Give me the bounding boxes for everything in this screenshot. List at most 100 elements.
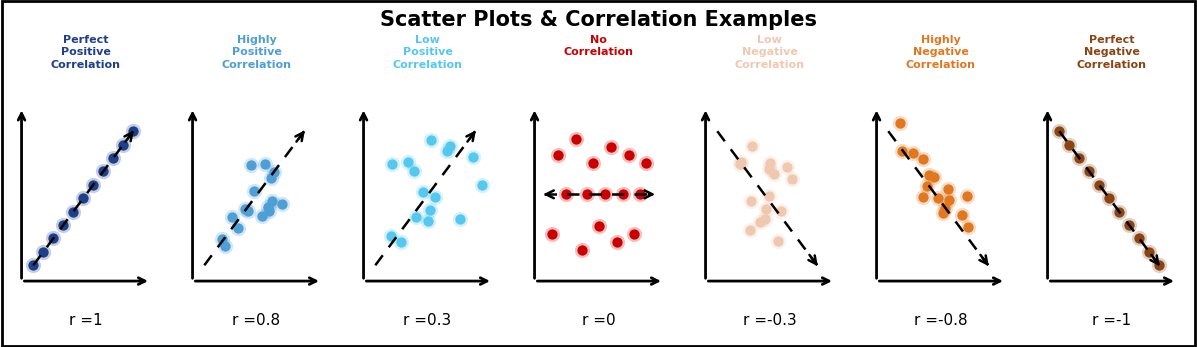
Point: [1070, 155, 1089, 161]
Point: [223, 214, 242, 220]
Point: [74, 195, 93, 201]
Point: [44, 236, 63, 241]
Point: [584, 160, 603, 166]
Point: [260, 208, 279, 213]
Point: [382, 233, 401, 238]
Point: [406, 215, 425, 220]
Point: [63, 209, 83, 214]
Point: [242, 162, 261, 167]
Point: [212, 236, 231, 242]
Point: [619, 152, 638, 158]
Point: [1100, 195, 1119, 201]
Point: [223, 214, 242, 220]
Point: [607, 239, 626, 244]
Point: [924, 175, 943, 180]
Point: [405, 168, 424, 174]
Point: [619, 152, 638, 158]
Point: [934, 210, 953, 216]
Text: r =-1: r =-1: [1092, 313, 1131, 328]
Point: [63, 209, 83, 214]
Point: [760, 160, 779, 166]
Point: [104, 155, 123, 161]
Text: r =0.3: r =0.3: [403, 313, 451, 328]
Point: [891, 120, 910, 126]
Point: [34, 249, 53, 255]
Point: [613, 192, 632, 197]
Point: [421, 137, 440, 143]
Point: [420, 207, 439, 213]
Point: [1149, 263, 1168, 268]
Point: [731, 160, 751, 165]
Point: [425, 194, 444, 199]
Point: [757, 206, 776, 212]
Point: [1050, 128, 1069, 134]
Point: [391, 239, 411, 245]
Point: [438, 149, 457, 154]
Point: [572, 247, 591, 252]
Point: [1059, 142, 1078, 147]
Point: [731, 160, 751, 165]
Point: [760, 193, 779, 199]
Point: [934, 210, 953, 216]
Point: [958, 193, 977, 199]
Point: [235, 206, 254, 211]
Point: [760, 193, 779, 199]
Point: [123, 128, 142, 134]
Point: [215, 243, 235, 249]
Point: [1080, 169, 1099, 174]
Point: [1140, 249, 1159, 255]
Point: [263, 198, 282, 204]
Point: [420, 207, 439, 213]
Point: [637, 160, 656, 166]
Text: Low
Negative
Correlation: Low Negative Correlation: [735, 35, 804, 69]
Point: [595, 192, 614, 197]
Point: [557, 192, 576, 197]
Point: [959, 225, 978, 230]
Point: [1149, 263, 1168, 268]
Point: [940, 197, 959, 202]
Point: [601, 144, 620, 150]
Point: [1130, 236, 1149, 241]
Point: [741, 198, 760, 203]
Point: [757, 206, 776, 212]
Point: [256, 161, 275, 166]
Point: [262, 176, 281, 181]
Point: [764, 171, 783, 176]
Point: [566, 136, 585, 142]
Point: [918, 183, 937, 189]
Point: [783, 176, 802, 181]
Point: [893, 148, 912, 153]
Point: [24, 263, 43, 268]
Point: [764, 171, 783, 176]
Point: [903, 150, 922, 156]
Point: [768, 238, 788, 244]
Point: [1119, 222, 1138, 228]
Point: [741, 198, 760, 203]
Point: [625, 231, 644, 237]
Point: [1119, 222, 1138, 228]
Point: [440, 143, 460, 149]
Point: [239, 208, 259, 214]
Point: [590, 223, 609, 229]
Point: [84, 182, 103, 188]
Point: [212, 236, 231, 242]
Point: [953, 212, 972, 218]
Point: [1059, 142, 1078, 147]
Text: Perfect
Negative
Correlation: Perfect Negative Correlation: [1076, 35, 1147, 69]
Point: [959, 225, 978, 230]
Point: [438, 149, 457, 154]
Point: [928, 195, 947, 201]
Point: [265, 169, 284, 175]
Point: [760, 167, 779, 172]
Point: [399, 160, 418, 165]
Text: r =0.8: r =0.8: [232, 313, 280, 328]
Point: [913, 157, 932, 162]
Point: [1089, 182, 1108, 188]
Text: r =0: r =0: [582, 313, 615, 328]
Point: [242, 162, 261, 167]
Point: [93, 169, 113, 174]
Point: [741, 227, 760, 233]
Point: [938, 186, 958, 192]
Point: [473, 183, 492, 188]
Point: [239, 208, 259, 214]
